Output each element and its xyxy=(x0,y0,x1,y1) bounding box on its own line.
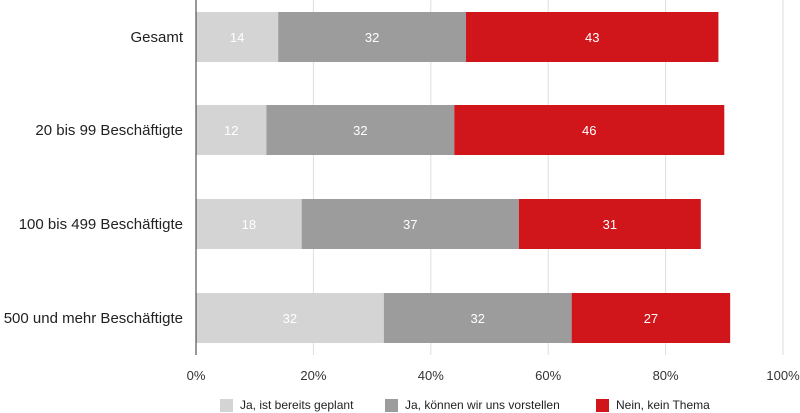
x-tick-label: 0% xyxy=(187,368,206,383)
bar-value-label: 32 xyxy=(353,123,367,138)
legend-swatch-geplant xyxy=(220,398,233,412)
bar-value-label: 43 xyxy=(585,30,599,45)
x-tick-label: 20% xyxy=(300,368,326,383)
legend-swatch-vorstellen xyxy=(385,398,398,412)
bar-segment xyxy=(196,105,267,155)
legend-label-vorstellen: Ja, können wir uns vorstellen xyxy=(405,398,560,412)
legend-item-geplant: Ja, ist bereits geplant xyxy=(220,398,353,412)
legend: Ja, ist bereits geplant Ja, können wir u… xyxy=(0,398,800,413)
legend-swatch-kein-thema xyxy=(596,398,609,412)
bar-segment xyxy=(196,199,302,249)
bar-segment xyxy=(466,12,719,62)
bar-value-label: 18 xyxy=(242,217,256,232)
bar-value-label: 32 xyxy=(283,311,297,326)
bar-segment xyxy=(266,105,455,155)
x-tick-labels: 0% 20% 40% 60% 80% 100% xyxy=(187,368,800,383)
x-tick-label: 100% xyxy=(766,368,800,383)
bar-value-label: 12 xyxy=(224,123,238,138)
category-label: 20 bis 99 Beschäftigte xyxy=(35,122,183,139)
bar-segment xyxy=(196,12,279,62)
bar-segment xyxy=(454,105,725,155)
bar-value-label: 14 xyxy=(230,30,244,45)
category-label: 500 und mehr Beschäftigte xyxy=(4,310,183,327)
legend-label-geplant: Ja, ist bereits geplant xyxy=(240,398,354,412)
legend-item-vorstellen: Ja, können wir uns vorstellen xyxy=(385,398,560,412)
legend-item-kein-thema: Nein, kein Thema xyxy=(596,398,710,412)
bar-value-label: 32 xyxy=(471,311,485,326)
bar-value-label: 32 xyxy=(365,30,379,45)
category-labels: Gesamt 20 bis 99 Beschäftigte 100 bis 499 … xyxy=(4,29,184,327)
bar-segment xyxy=(383,293,572,343)
bar-segment xyxy=(196,293,384,343)
bar-value-label: 37 xyxy=(403,217,417,232)
x-tick-label: 40% xyxy=(418,368,444,383)
bar-segment xyxy=(301,199,519,249)
x-tick-label: 80% xyxy=(653,368,679,383)
stacked-bar-chart: 14 32 43 12 32 46 18 37 31 32 32 27 Gesamt 20 bis 99… xyxy=(4,0,800,383)
bar-segment xyxy=(518,199,701,249)
bar-segment xyxy=(571,293,731,343)
x-tick-label: 60% xyxy=(535,368,561,383)
bar-value-label: 46 xyxy=(582,123,596,138)
bar-value-label: 31 xyxy=(603,217,617,232)
category-label: Gesamt xyxy=(130,29,183,46)
bar-value-label: 27 xyxy=(644,311,658,326)
category-label: 100 bis 499 Beschäftigte xyxy=(19,216,183,233)
legend-label-kein-thema: Nein, kein Thema xyxy=(616,398,710,412)
bars: 14 32 43 12 32 46 18 37 31 32 32 27 xyxy=(196,12,731,343)
bar-segment xyxy=(278,12,467,62)
